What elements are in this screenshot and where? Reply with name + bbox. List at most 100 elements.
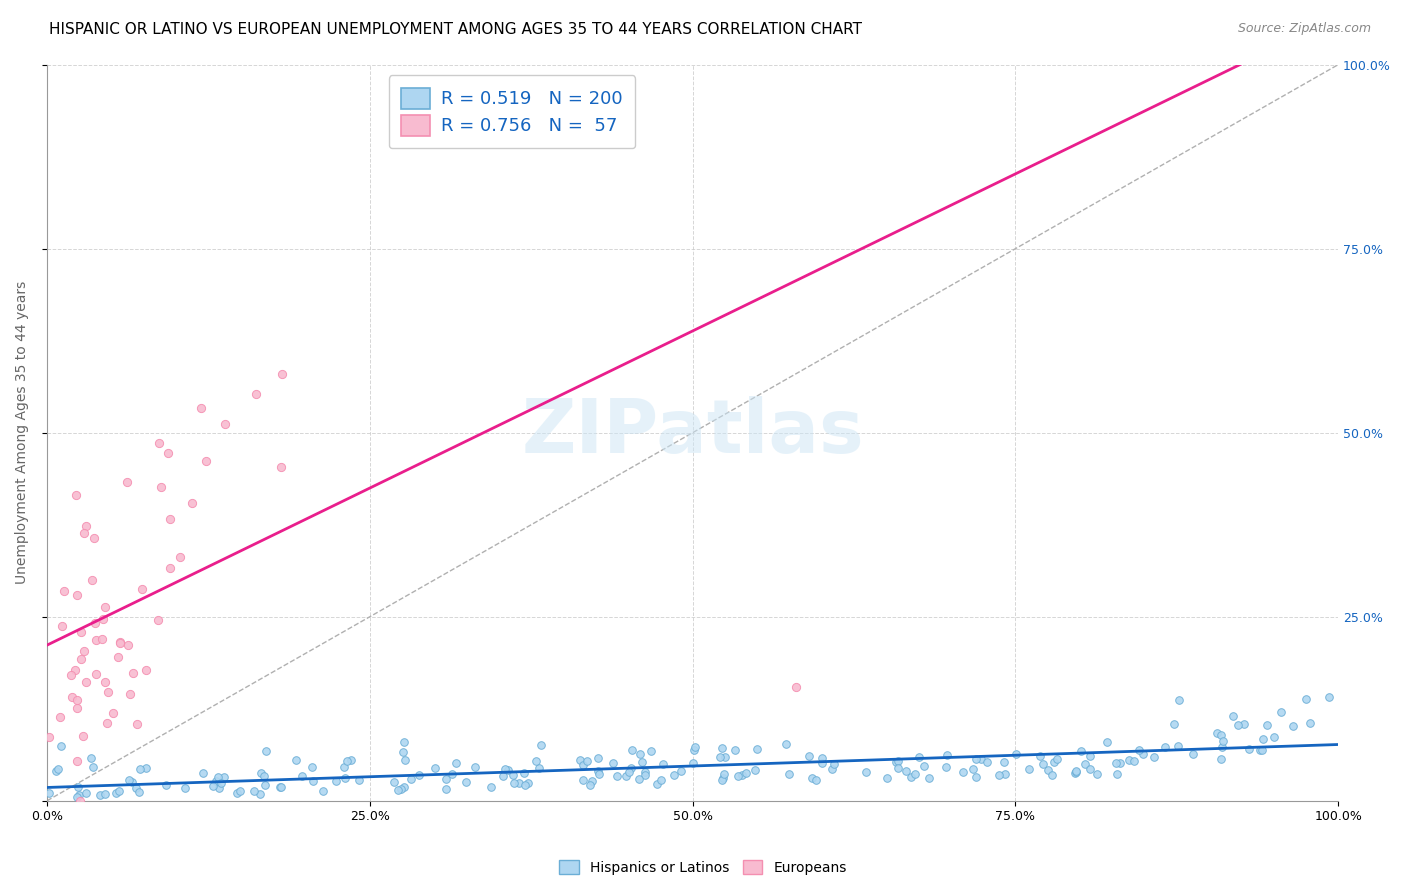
Point (1154, 740, 1177, 755)
Point (683, 740, 706, 755)
Point (75, 518, 97, 533)
Point (1070, 744, 1092, 758)
Point (1212, 734, 1234, 748)
Point (1270, 706, 1292, 720)
Point (135, 663, 157, 677)
Point (118, 772, 141, 787)
Point (1232, 716, 1254, 731)
Point (778, 766, 800, 780)
Point (1118, 753, 1140, 767)
Point (1097, 735, 1119, 749)
Point (709, 749, 731, 764)
Point (1074, 757, 1097, 772)
Point (1239, 741, 1261, 756)
Point (108, 636, 131, 650)
Point (302, 773, 325, 788)
Point (333, 772, 356, 786)
Point (1206, 726, 1229, 740)
Point (1222, 709, 1244, 723)
Point (209, 775, 232, 789)
Point (122, 666, 145, 681)
Point (229, 784, 252, 798)
Point (284, 753, 307, 767)
Point (243, 784, 266, 798)
Point (886, 754, 908, 768)
Point (1046, 752, 1069, 766)
Point (84, 633, 107, 648)
Point (70, 624, 93, 639)
Point (150, 480, 173, 494)
Point (664, 767, 686, 781)
Point (682, 756, 704, 771)
Point (962, 763, 984, 777)
Point (711, 772, 734, 787)
Point (640, 744, 662, 758)
Point (804, 772, 827, 787)
Point (513, 766, 536, 780)
Point (394, 753, 416, 767)
Point (965, 770, 987, 784)
Point (821, 762, 844, 776)
Point (645, 777, 668, 791)
Text: HISPANIC OR LATINO VS EUROPEAN UNEMPLOYMENT AMONG AGES 35 TO 44 YEARS CORRELATIO: HISPANIC OR LATINO VS EUROPEAN UNEMPLOYM… (49, 22, 862, 37)
Legend: Hispanics or Latinos, Europeans: Hispanics or Latinos, Europeans (554, 855, 852, 880)
Point (72, 644, 94, 658)
Point (527, 761, 550, 775)
Point (118, 687, 141, 701)
Point (1256, 718, 1278, 732)
Point (1064, 764, 1087, 779)
Point (530, 738, 553, 752)
Point (578, 778, 600, 792)
Point (387, 782, 409, 797)
Point (630, 755, 652, 769)
Point (169, 550, 191, 565)
Point (1167, 739, 1189, 753)
Point (724, 743, 747, 757)
Point (571, 758, 593, 772)
Point (434, 781, 457, 796)
Point (620, 761, 643, 775)
Point (254, 778, 277, 792)
Point (588, 751, 610, 765)
Point (65, 700, 87, 714)
Point (811, 756, 834, 771)
Point (148, 436, 170, 450)
Point (60, 690, 83, 704)
Point (207, 771, 229, 785)
Point (683, 742, 706, 756)
Point (515, 778, 537, 792)
Point (49, 710, 72, 724)
Point (713, 767, 735, 781)
Point (69, 652, 91, 666)
Point (347, 773, 370, 788)
Legend: R = 0.519   N = 200, R = 0.756   N =  57: R = 0.519 N = 200, R = 0.756 N = 57 (388, 75, 636, 148)
Point (66, 693, 89, 707)
Point (159, 512, 181, 526)
Point (75, 786, 97, 800)
Point (652, 756, 675, 771)
Text: Source: ZipAtlas.com: Source: ZipAtlas.com (1237, 22, 1371, 36)
Point (121, 774, 143, 789)
Point (1043, 755, 1066, 769)
Point (333, 760, 356, 774)
Point (744, 763, 766, 777)
Point (94, 674, 117, 689)
Point (271, 367, 294, 381)
Point (1064, 764, 1087, 778)
Point (325, 774, 347, 789)
Point (606, 770, 628, 784)
Point (993, 756, 1015, 770)
Point (174, 780, 197, 795)
Point (801, 771, 824, 785)
Point (389, 781, 412, 796)
Point (634, 764, 657, 779)
Point (91, 612, 114, 626)
Point (1078, 748, 1101, 763)
Point (66, 789, 89, 804)
Point (181, 496, 204, 510)
Point (1105, 767, 1128, 781)
Point (104, 786, 127, 800)
Point (713, 750, 735, 764)
Point (75, 674, 97, 689)
Point (107, 784, 129, 798)
